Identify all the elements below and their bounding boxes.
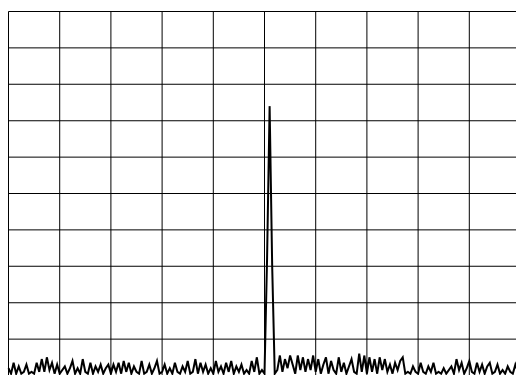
grid	[8, 11, 516, 375]
series-layer	[7, 106, 516, 375]
series-line-0	[7, 106, 516, 375]
